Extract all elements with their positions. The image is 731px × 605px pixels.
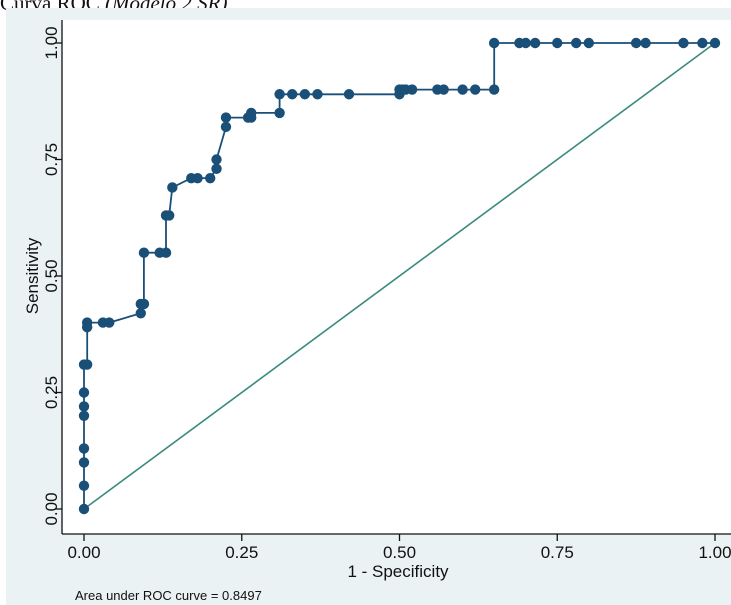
- roc-point: [135, 308, 146, 319]
- roc-point: [246, 107, 257, 119]
- roc-point: [457, 84, 468, 95]
- roc-point: [211, 154, 222, 165]
- roc-point: [488, 84, 500, 95]
- roc-point: [163, 210, 175, 221]
- roc-point: [678, 37, 689, 49]
- reference-line: [83, 42, 716, 510]
- y-tick-label: 0.00: [42, 492, 61, 525]
- roc-point: [78, 410, 90, 421]
- roc-point: [287, 89, 298, 100]
- x-axis-label: 1 - Specificity: [347, 562, 449, 581]
- roc-point: [312, 89, 323, 100]
- plot-area: [62, 20, 731, 534]
- roc-point: [192, 172, 203, 184]
- roc-point: [78, 401, 90, 412]
- roc-point: [630, 37, 642, 49]
- roc-point: [583, 37, 594, 49]
- roc-point: [78, 457, 90, 468]
- roc-point: [488, 37, 500, 49]
- roc-point: [438, 84, 449, 95]
- roc-point: [81, 359, 93, 370]
- auc-note: Area under ROC curve = 0.8497: [75, 588, 262, 603]
- roc-point: [78, 503, 90, 515]
- roc-point: [343, 89, 355, 100]
- y-tick-label: 0.75: [42, 143, 61, 176]
- x-tick-label: 0.25: [225, 543, 258, 562]
- roc-point: [529, 37, 541, 49]
- roc-point: [138, 247, 150, 258]
- roc-point: [138, 298, 150, 310]
- roc-point: [205, 172, 216, 184]
- y-tick-label: 0.50: [42, 259, 61, 292]
- roc-point: [470, 84, 481, 95]
- roc-point: [520, 37, 531, 49]
- y-tick-label: 1.00: [42, 26, 61, 59]
- roc-point: [570, 37, 582, 49]
- x-tick-label: 0.50: [383, 543, 416, 562]
- roc-point: [167, 182, 178, 193]
- y-axis-label: Sensitivity: [23, 237, 42, 314]
- roc-point: [78, 387, 90, 398]
- roc-point: [220, 121, 232, 133]
- roc-point: [211, 163, 222, 175]
- roc-point: [552, 37, 563, 49]
- roc-point: [274, 89, 285, 100]
- roc-point: [104, 317, 115, 328]
- roc-point: [220, 112, 232, 123]
- roc-point: [406, 84, 418, 95]
- roc-point: [709, 37, 721, 49]
- roc-point: [299, 89, 311, 100]
- y-tick-label: 0.25: [42, 376, 61, 409]
- x-tick-label: 0.75: [541, 543, 574, 562]
- x-tick-label: 0.00: [67, 543, 100, 562]
- roc-point: [640, 37, 651, 49]
- roc-point: [274, 107, 285, 119]
- roc-point: [160, 247, 172, 258]
- x-tick-label: 1.00: [698, 543, 731, 562]
- roc-point: [81, 317, 93, 328]
- roc-point: [697, 37, 708, 49]
- roc-point: [78, 480, 90, 491]
- roc-point: [78, 443, 90, 454]
